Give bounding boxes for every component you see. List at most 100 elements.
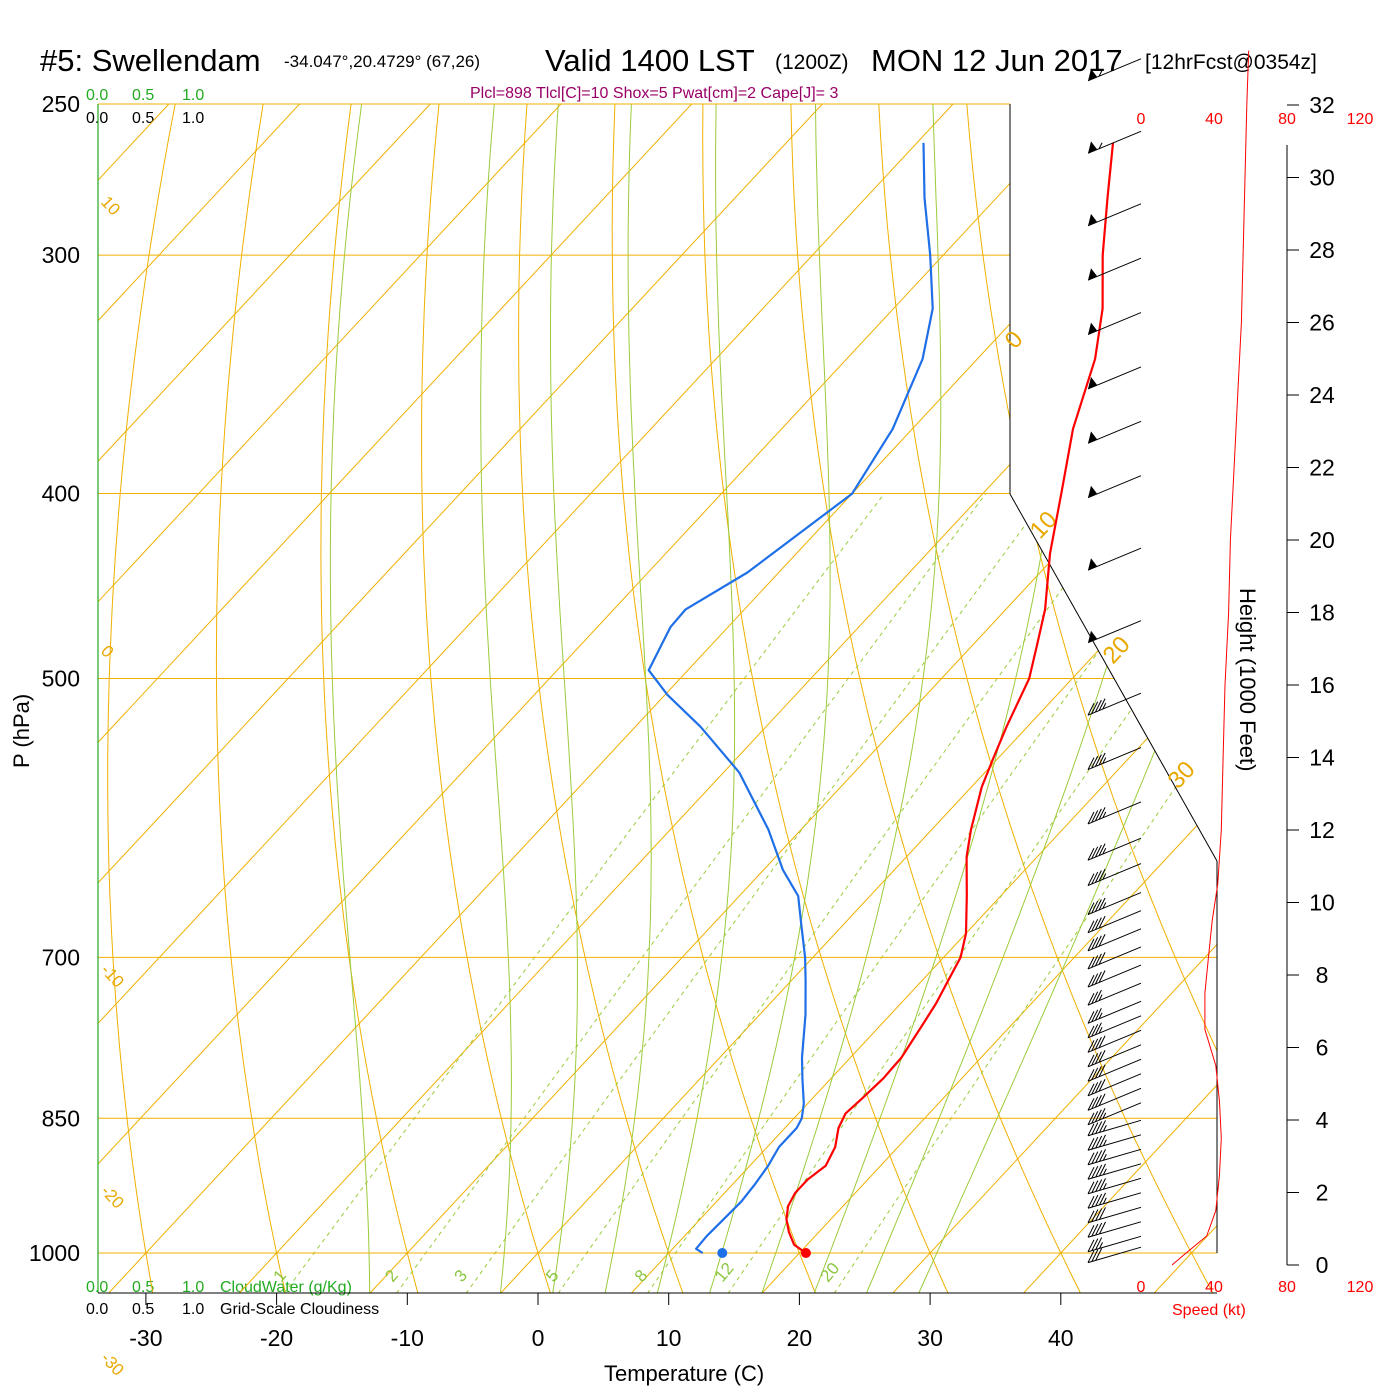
- wind-barb-pennant: [1088, 376, 1098, 389]
- wind-barb: [1087, 1148, 1142, 1166]
- wind-barb-flag: [1087, 1137, 1095, 1151]
- wind-barb-flag: [1091, 973, 1099, 986]
- isotherm-label: 30: [1163, 756, 1201, 794]
- wind-barb: [1087, 863, 1142, 887]
- wind-barb-half-flag: [1102, 1183, 1107, 1190]
- temperature-profile: [785, 142, 1115, 1254]
- wind-barb-flag: [1091, 1067, 1099, 1081]
- temperature-tick-label: 30: [917, 1325, 943, 1351]
- wind-barb-shaft: [1087, 964, 1142, 988]
- wind-barb-shaft: [1087, 863, 1142, 887]
- isotherm-line: [98, 104, 332, 1293]
- wind-barb-flag: [1091, 1111, 1099, 1124]
- wind-barb-shaft: [1087, 910, 1142, 934]
- wind-barb-flag: [1095, 1179, 1103, 1192]
- moist-adiabat: [656, 104, 736, 1293]
- dry-adiabat: [1137, 104, 1217, 1293]
- height-tick-label: 28: [1309, 237, 1335, 263]
- temperature-tick-label: 20: [787, 1325, 813, 1351]
- wind-barb-flag: [1091, 871, 1099, 885]
- cloudiness-scale-2: 1.0: [182, 110, 204, 127]
- wind-barb-half-flag: [1102, 1112, 1107, 1119]
- wind-barb-shaft: [1087, 1000, 1142, 1024]
- wind-barb-flag: [1098, 698, 1106, 711]
- wind-barb-flag: [1087, 873, 1095, 886]
- wind-barb-flag: [1094, 1022, 1102, 1036]
- surface-temperature-dot: [800, 1248, 811, 1258]
- wind-barb-flag: [1095, 1193, 1103, 1207]
- wind-barb-shaft: [1087, 58, 1142, 82]
- height-tick-label: 14: [1309, 745, 1335, 771]
- wind-barb-shaft: [1087, 312, 1142, 336]
- wind-barb-flag: [1091, 1223, 1099, 1237]
- moist-adiabat: [604, 104, 652, 1293]
- wind-barb-flag: [1094, 844, 1102, 858]
- height-tick-label: 2: [1316, 1180, 1329, 1206]
- wind-barb-shaft: [1087, 1235, 1142, 1253]
- temperature-tick-label: 0: [532, 1325, 545, 1351]
- cloudiness-scale-bottom-1: 0.5: [132, 1301, 154, 1318]
- wind-barb-flag: [1095, 1150, 1103, 1163]
- wind-barb-half-flag: [1102, 702, 1107, 710]
- cloudwater-scale-2: 1.0: [182, 87, 204, 104]
- isotherm-line: [986, 104, 1217, 1293]
- wind-barb-shaft: [1087, 1073, 1142, 1097]
- wind-barb: [1087, 1102, 1142, 1126]
- height-tick-label: 24: [1309, 382, 1335, 408]
- wind-barb-flag: [1091, 1209, 1099, 1222]
- wind-barb-flag: [1095, 1248, 1103, 1261]
- isotherm-line: [202, 104, 1217, 1293]
- wind-barb-flag: [1091, 918, 1099, 932]
- wind-barb-shaft: [1087, 1163, 1142, 1180]
- isotherm-line: [464, 104, 1217, 1293]
- wind-barb-half-flag: [1102, 902, 1107, 909]
- cloudwater-scale-bottom-1: 0.5: [132, 1279, 154, 1296]
- cloud-scale-bottom: 0.0 0.5 1.0 CloudWater (g/Kg) 0.0 0.5 1.…: [86, 1279, 379, 1318]
- wind-barb-flag: [1087, 1123, 1095, 1136]
- moist-adiabat: [550, 104, 578, 1293]
- wind-barb-flag: [1098, 843, 1106, 856]
- wind-barb: [1087, 58, 1142, 82]
- station-title: #5: Swellendam: [40, 43, 261, 78]
- wind-barb-flag: [1091, 991, 1099, 1004]
- pressure-tick-label: 700: [42, 944, 80, 970]
- pressure-tick-label: 250: [42, 91, 80, 117]
- wind-barb-shaft: [1087, 1246, 1142, 1264]
- isotherm-line: [98, 104, 855, 1293]
- wind-barb-flag: [1091, 1038, 1099, 1052]
- wind-barb-flag: [1094, 971, 1102, 985]
- wind-barb-flag: [1094, 1008, 1102, 1021]
- wind-barb-flag: [1099, 1207, 1106, 1220]
- isotherm-label: -20: [97, 1181, 128, 1212]
- wind-barb: [1087, 964, 1142, 988]
- isotherm-label: 10: [97, 192, 124, 219]
- wind-barb-half-flag: [1102, 1168, 1107, 1175]
- wind-barb-flag: [1087, 1239, 1095, 1252]
- wind-barb-half-flag: [1098, 1027, 1103, 1034]
- speed-tick-bottom: 120: [1347, 1279, 1374, 1296]
- wind-barb-shaft: [1087, 203, 1142, 227]
- wind-speed-curve: [1171, 50, 1250, 1266]
- wind-barb: [1087, 203, 1142, 227]
- wind-barb-shaft: [1087, 130, 1142, 154]
- isotherm-line: [725, 104, 1217, 1293]
- wind-barb-flag: [1094, 1051, 1102, 1065]
- surface-dewpoint-dot: [717, 1248, 728, 1258]
- mixing-ratio-line: [557, 493, 1132, 1293]
- wind-barb: [1087, 946, 1142, 970]
- plot-frame: [97, 103, 1288, 1294]
- wind-barb-flag: [1095, 1208, 1103, 1221]
- wind-barb-flag: [1098, 868, 1106, 882]
- wind-barb-flag: [1091, 900, 1099, 914]
- wind-barb-half-flag: [1102, 847, 1107, 855]
- wind-barb-flag: [1087, 757, 1095, 770]
- mixing-ratio-line: [395, 493, 987, 1293]
- wind-barb-flag: [1094, 917, 1102, 930]
- wind-barb-shaft: [1087, 420, 1142, 444]
- wind-barb: [1087, 910, 1142, 934]
- pressure-tick-label: 300: [42, 242, 80, 268]
- height-tick-label: 30: [1309, 165, 1335, 191]
- wind-barb-flag: [1095, 1121, 1103, 1134]
- wind-barb-flag: [1091, 846, 1099, 859]
- wind-barb: [1087, 982, 1142, 1006]
